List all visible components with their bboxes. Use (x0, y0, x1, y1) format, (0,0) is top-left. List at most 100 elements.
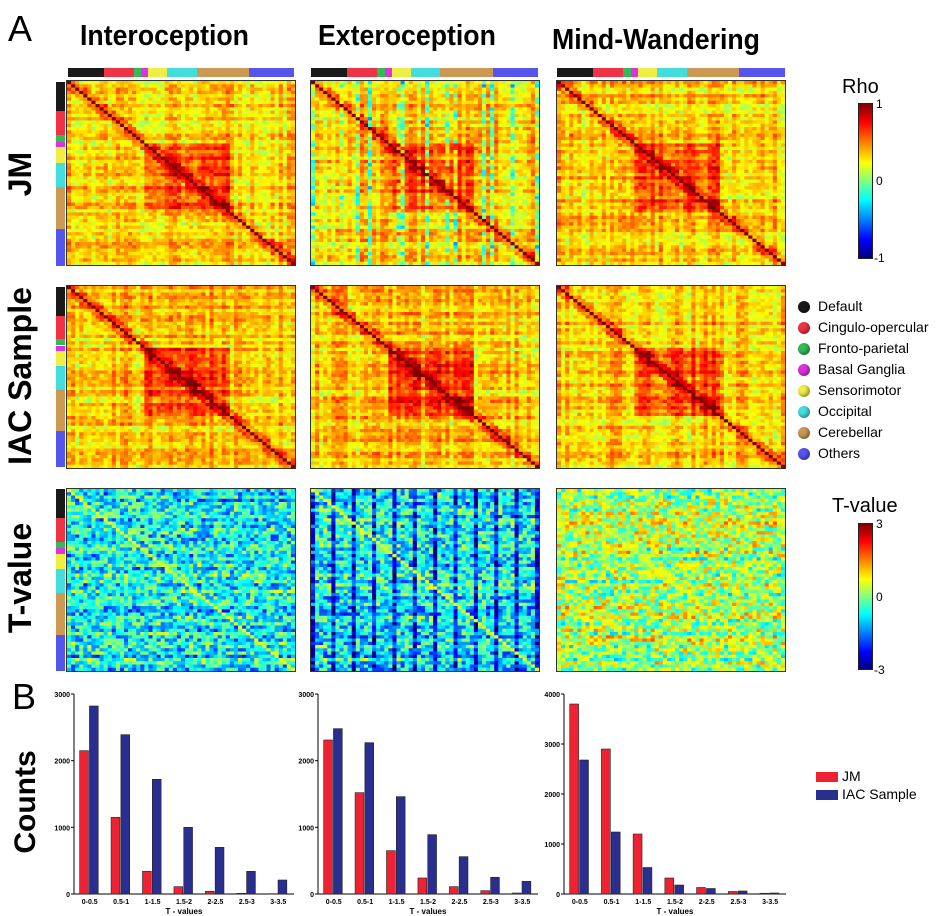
matrix-cell (107, 87, 113, 92)
matrix-cell (107, 182, 113, 187)
matrix-cell (482, 173, 487, 177)
matrix-cell (99, 153, 104, 157)
matrix-cell (518, 84, 524, 88)
matrix-cell (107, 219, 113, 223)
matrix-cell (274, 143, 280, 148)
matrix-cell (534, 104, 539, 108)
matrix-cell (461, 87, 467, 92)
matrix-cell (315, 130, 320, 134)
matrix-cell (372, 81, 377, 85)
matrix-cell (201, 159, 206, 164)
matrix-cell (327, 94, 332, 98)
matrix-cell (351, 163, 357, 167)
matrix-cell (71, 159, 76, 164)
matrix-cell (278, 222, 284, 226)
matrix-cell (262, 261, 267, 265)
matrix-cell (119, 140, 125, 144)
matrix-cell (238, 192, 243, 197)
matrix-cell (262, 123, 267, 128)
matrix-cell (343, 143, 348, 148)
matrix-cell (79, 110, 84, 115)
matrix-cell (193, 176, 198, 180)
matrix-cell (144, 90, 149, 95)
matrix-cell (217, 209, 223, 213)
matrix-cell (498, 133, 503, 138)
matrix-cell (514, 179, 519, 184)
matrix-cell (250, 251, 255, 256)
matrix-cell (91, 228, 96, 233)
matrix-cell (359, 182, 365, 187)
matrix-cell (526, 159, 532, 164)
matrix-cell (331, 136, 336, 141)
matrix-cell (526, 107, 532, 111)
matrix-cell (132, 232, 137, 236)
matrix-cell (331, 87, 336, 92)
matrix-cell (144, 130, 149, 134)
network-strip-segment-cerebellar (56, 186, 65, 230)
matrix-cell (437, 100, 442, 105)
matrix-cell (437, 97, 442, 102)
matrix-cell (514, 87, 519, 92)
matrix-cell (79, 97, 84, 102)
matrix-cell (185, 130, 190, 134)
matrix-cell (132, 120, 137, 125)
matrix-cell (124, 186, 129, 190)
matrix-cell (490, 169, 495, 174)
matrix-cell (453, 146, 458, 151)
matrix-cell (124, 140, 129, 144)
matrix-cell (453, 123, 458, 128)
matrix-cell (176, 228, 182, 233)
matrix-cell (380, 110, 385, 115)
matrix-cell (396, 153, 401, 157)
matrix-cell (83, 228, 88, 233)
matrix-cell (111, 199, 117, 203)
matrix-cell (469, 146, 475, 151)
matrix-cell (429, 110, 434, 115)
matrix-cell (233, 222, 239, 226)
matrix-cell (156, 146, 161, 151)
matrix-cell (119, 156, 125, 161)
matrix-cell (429, 182, 434, 187)
matrix-cell (124, 87, 129, 92)
matrix-cell (477, 163, 483, 167)
matrix-cell (242, 235, 247, 240)
matrix-cell (168, 130, 174, 134)
matrix-cell (355, 133, 361, 138)
matrix-cell (266, 222, 271, 226)
matrix-cell (363, 173, 369, 177)
matrix-cell (160, 94, 166, 98)
matrix-cell (67, 248, 72, 253)
matrix-cell (278, 123, 284, 128)
matrix-cell (238, 255, 243, 259)
matrix-cell (238, 156, 243, 161)
matrix-cell (510, 156, 515, 161)
matrix-cell (246, 153, 251, 157)
matrix-cell (119, 209, 125, 213)
matrix-cell (246, 258, 251, 263)
matrix-cell (331, 113, 336, 118)
matrix-cell (75, 104, 80, 108)
matrix-cell (384, 127, 389, 131)
matrix-cell (128, 123, 133, 128)
matrix-cell (429, 107, 434, 111)
matrix-cell (246, 140, 251, 144)
matrix-cell (457, 90, 462, 95)
matrix-cell (469, 120, 475, 125)
matrix-cell (103, 179, 109, 184)
matrix-cell (209, 94, 214, 98)
matrix-cell (416, 173, 422, 177)
matrix-cell (453, 120, 458, 125)
matrix-cell (111, 238, 117, 243)
matrix-cell (343, 117, 348, 121)
matrix-cell (376, 182, 381, 187)
matrix-cell (75, 251, 80, 256)
matrix-cell (278, 173, 284, 177)
matrix-cell (254, 110, 259, 115)
matrix-cell (185, 255, 190, 259)
matrix-cell (469, 169, 475, 174)
matrix-cell (242, 163, 247, 167)
matrix-cell (75, 182, 80, 187)
matrix-cell (258, 242, 263, 246)
matrix-cell (473, 146, 479, 151)
matrix-cell (67, 186, 72, 190)
